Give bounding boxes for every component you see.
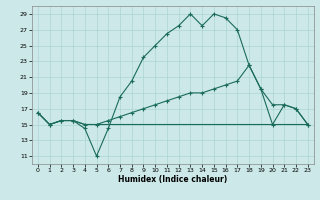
X-axis label: Humidex (Indice chaleur): Humidex (Indice chaleur) <box>118 175 228 184</box>
